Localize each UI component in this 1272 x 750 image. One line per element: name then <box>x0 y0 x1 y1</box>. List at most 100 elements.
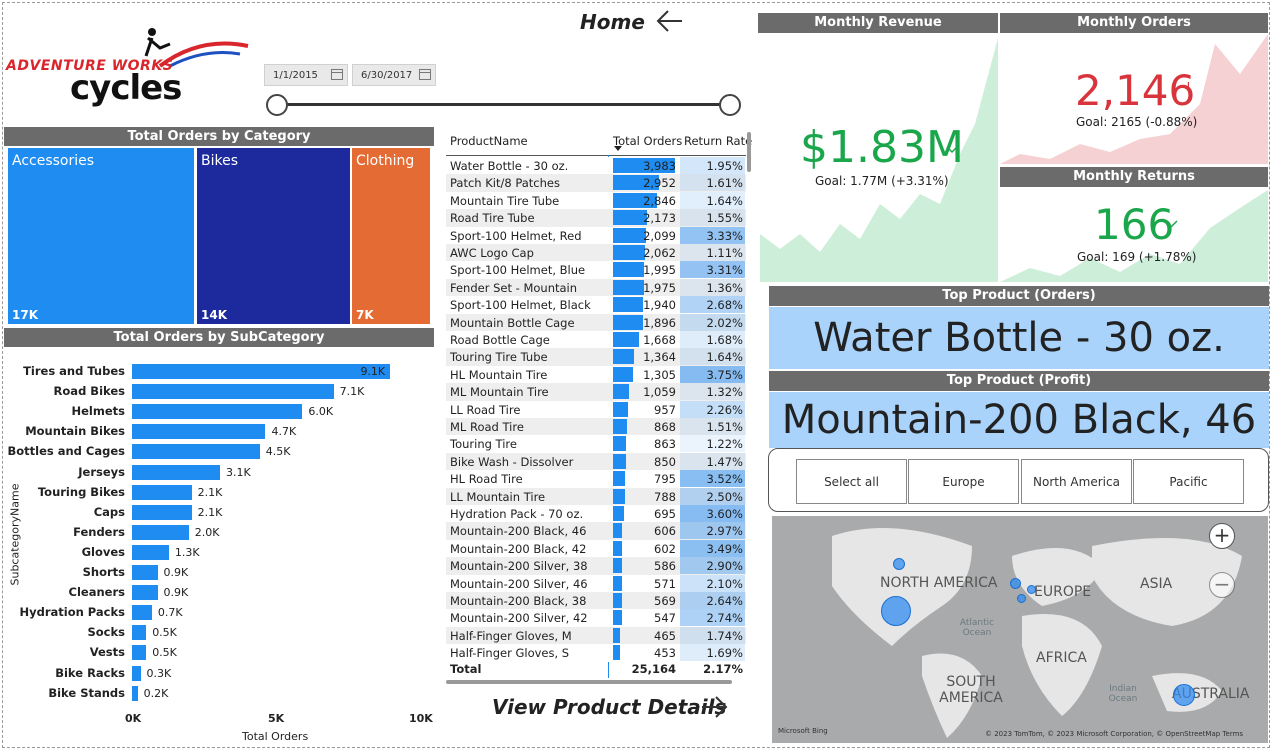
table-row[interactable]: Half-Finger Gloves, S 453 1.69% <box>446 644 746 662</box>
bar-value-label: 2.1K <box>197 505 223 519</box>
date-slider-track[interactable] <box>280 103 730 106</box>
product-orders: 1,975 <box>643 280 676 295</box>
table-row[interactable]: ML Road Tire 868 1.51% <box>446 418 746 436</box>
orders-databar <box>613 158 675 173</box>
table-row[interactable]: Road Tire Tube 2,173 1.55% <box>446 209 746 227</box>
bar-value-label: 7.1K <box>339 385 365 399</box>
table-scrollbar[interactable] <box>747 132 751 172</box>
table-row[interactable]: Mountain-200 Silver, 38 586 2.90% <box>446 557 746 575</box>
bar[interactable] <box>132 464 221 480</box>
bar-category-label: Mountain Bikes <box>25 424 125 439</box>
view-product-details-link[interactable]: View Product Details <box>492 695 727 719</box>
date-slider-end-handle[interactable] <box>719 94 741 116</box>
map-attribution[interactable]: © 2023 TomTom, © 2023 Microsoft Corporat… <box>985 730 1244 738</box>
bar[interactable] <box>132 685 138 701</box>
category-clothing[interactable]: Clothing 7K <box>352 148 430 324</box>
home-link[interactable]: Home <box>580 10 645 34</box>
table-row[interactable]: Patch Kit/8 Patches 2,952 1.61% <box>446 174 746 192</box>
product-name: Half-Finger Gloves, S <box>450 646 570 661</box>
table-row[interactable]: Touring Tire Tube 1,364 1.64% <box>446 348 746 366</box>
bar[interactable] <box>132 524 189 540</box>
table-row[interactable]: Mountain-200 Black, 38 569 2.64% <box>446 592 746 610</box>
map-bubble[interactable] <box>1027 585 1036 594</box>
calendar-icon[interactable] <box>331 69 343 80</box>
table-row[interactable]: Mountain-200 Black, 46 606 2.97% <box>446 522 746 540</box>
bar-value-label: 4.5K <box>265 445 291 459</box>
bar[interactable] <box>132 404 303 420</box>
table-hscrollbar[interactable] <box>446 680 732 684</box>
category-bikes[interactable]: Bikes 14K <box>197 148 350 324</box>
table-row[interactable]: HL Road Tire 795 3.52% <box>446 470 746 488</box>
bar-category-label: Gloves <box>81 544 125 559</box>
table-row[interactable]: Hydration Pack - 70 oz. 695 3.60% <box>446 505 746 523</box>
map-bubble[interactable] <box>893 558 905 570</box>
map-bubble[interactable] <box>1173 684 1195 706</box>
table-row[interactable]: Mountain-200 Silver, 46 571 2.10% <box>446 574 746 592</box>
bar[interactable] <box>132 384 334 400</box>
product-name: Sport-100 Helmet, Red <box>450 228 582 243</box>
table-row[interactable]: Water Bottle - 30 oz. 3,983 1.95% <box>446 157 746 175</box>
col-header-total-orders[interactable]: Total Orders <box>613 134 683 148</box>
table-row[interactable]: Mountain-200 Silver, 42 547 2.74% <box>446 609 746 627</box>
map-bubble[interactable] <box>1017 594 1026 603</box>
bar-category-label: Cleaners <box>68 585 125 600</box>
table-row[interactable]: Mountain Bottle Cage 1,896 2.02% <box>446 313 746 331</box>
table-row[interactable]: Touring Tire 863 1.22% <box>446 435 746 453</box>
zoom-in-button[interactable]: + <box>1209 523 1235 549</box>
bar[interactable] <box>132 645 147 661</box>
table-row[interactable]: Sport-100 Helmet, Black 1,940 2.68% <box>446 296 746 314</box>
bar[interactable] <box>132 625 147 641</box>
category-accessories[interactable]: Accessories 17K <box>8 148 194 324</box>
map-bubble[interactable] <box>881 596 911 626</box>
col-header-return-rate[interactable]: Return Rate <box>684 134 753 148</box>
bar[interactable] <box>132 364 391 379</box>
product-return-rate: 2.26% <box>706 402 743 417</box>
bar[interactable] <box>132 424 266 440</box>
map-bubble[interactable] <box>1010 578 1021 589</box>
logo-cyclist-icon <box>144 28 249 68</box>
calendar-icon[interactable] <box>419 69 431 80</box>
return-rate-background <box>680 574 745 592</box>
table-row[interactable]: Sport-100 Helmet, Red 2,099 3.33% <box>446 226 746 244</box>
region-north-america-button[interactable]: North America <box>1021 459 1132 504</box>
table-row[interactable]: Road Bottle Cage 1,668 1.68% <box>446 331 746 349</box>
world-map[interactable] <box>772 516 1268 743</box>
product-name: Water Bottle - 30 oz. <box>450 159 569 173</box>
zoom-out-button[interactable]: − <box>1209 572 1235 598</box>
date-end-input[interactable]: 6/30/2017 <box>352 64 436 86</box>
product-name: ML Mountain Tire <box>450 385 549 400</box>
table-row[interactable]: LL Mountain Tire 788 2.50% <box>446 487 746 505</box>
table-row[interactable]: Half-Finger Gloves, M 465 1.74% <box>446 626 746 645</box>
table-row[interactable]: Sport-100 Helmet, Blue 1,995 3.31% <box>446 261 746 279</box>
table-row[interactable]: Bike Wash - Dissolver 850 1.47% <box>446 452 746 471</box>
arrow-left-icon[interactable] <box>654 8 684 34</box>
region-pacific-button[interactable]: Pacific <box>1133 459 1244 504</box>
table-row[interactable]: Mountain-200 Black, 42 602 3.49% <box>446 539 746 558</box>
table-row[interactable]: AWC Logo Cap 2,062 1.11% <box>446 244 746 262</box>
date-slider-start-handle[interactable] <box>266 94 288 116</box>
bar[interactable] <box>132 665 141 681</box>
bar[interactable] <box>132 484 192 500</box>
table-row[interactable]: ML Mountain Tire 1,059 1.32% <box>446 383 746 401</box>
bar[interactable] <box>132 504 192 520</box>
bar[interactable] <box>132 444 260 460</box>
table-row[interactable]: LL Road Tire 957 2.26% <box>446 400 746 418</box>
product-name: HL Road Tire <box>450 472 523 487</box>
table-row[interactable]: Mountain Tire Tube 2,846 1.64% <box>446 191 746 210</box>
product-return-rate: 1.68% <box>706 333 743 347</box>
date-start-input[interactable]: 1/1/2015 <box>264 64 348 86</box>
top-product-profit-title: Top Product (Profit) <box>769 371 1269 391</box>
region-europe-button[interactable]: Europe <box>908 459 1019 504</box>
col-header-productname[interactable]: ProductName <box>450 134 528 148</box>
bar[interactable] <box>132 544 169 560</box>
region-select-all-button[interactable]: Select all <box>796 459 907 504</box>
bar[interactable] <box>132 585 158 601</box>
table-row[interactable]: Fender Set - Mountain 1,975 1.36% <box>446 278 746 297</box>
total-return-rate: 2.17% <box>703 662 743 676</box>
arrow-right-icon[interactable] <box>700 694 730 720</box>
bar-value-label: 9.1K <box>360 365 386 378</box>
bar-category-label: Road Bikes <box>53 384 125 399</box>
bar[interactable] <box>132 605 152 621</box>
table-row[interactable]: HL Mountain Tire 1,305 3.75% <box>446 365 746 384</box>
bar[interactable] <box>132 565 158 580</box>
